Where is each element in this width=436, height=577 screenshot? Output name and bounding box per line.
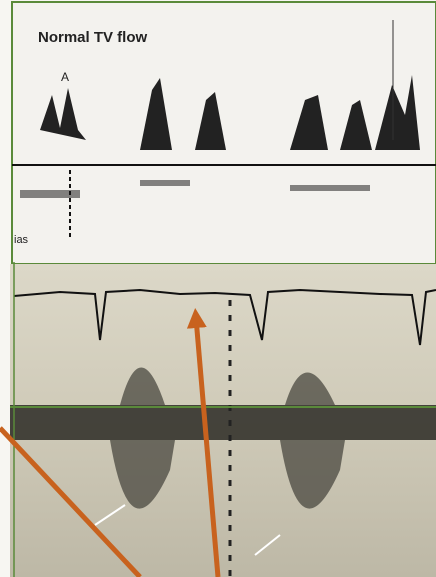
annotation: A xyxy=(61,70,69,84)
title: Normal TV flow xyxy=(38,29,148,46)
annotation: ias xyxy=(14,234,29,246)
dark-band xyxy=(10,405,436,440)
page: Normal TV flow A ias (() => { const data… xyxy=(0,0,436,577)
scan-figure: Normal TV flow A ias xyxy=(0,0,436,577)
